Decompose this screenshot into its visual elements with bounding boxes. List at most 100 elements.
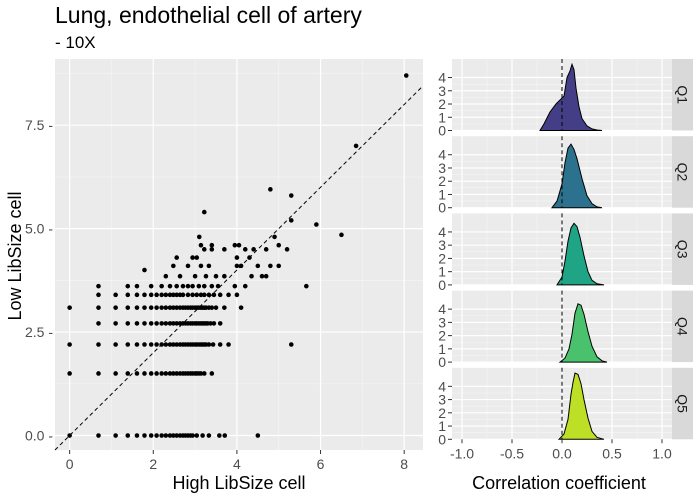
scatter-point [209,371,215,376]
scatter-point [113,292,118,298]
ridge-y-tick-label: 2 [438,405,446,421]
facet-strip-label: Q4 [675,317,691,336]
scatter-point [174,371,179,376]
scatter-point [159,292,164,298]
scatter-point [148,371,154,376]
scatter-point [185,292,191,298]
facet-strip-label: Q2 [675,163,691,182]
scatter-point [163,273,169,279]
facet-strip-q4 [672,290,693,363]
scatter-point [159,371,164,376]
scatter-point [209,305,215,310]
ridge-y-tick-label: 3 [438,83,446,99]
ridge-y-tick-label: 3 [438,314,446,330]
scatter-plot-background [55,59,423,450]
scatter-point [210,342,216,347]
scatter-point [142,305,147,310]
ridge-y-tick-label: 0 [438,431,446,447]
scatter-point [206,342,212,347]
scatter-point [171,305,176,310]
scatter-point [96,342,101,347]
scatter-y-tick-label: 5.0 - [25,221,53,237]
ridge-y-tick-label: 0 [438,277,446,293]
scatter-point [142,321,147,326]
facet-strip-label: Q3 [675,240,691,259]
scatter-point [163,305,169,310]
scatter-point [96,321,101,326]
scatter-point [113,321,118,326]
scatter-point [67,371,72,376]
scatter-point [171,263,176,269]
scatter-point [263,247,269,252]
scatter-point [209,242,215,248]
scatter-point [206,263,212,269]
scatter-point [113,371,118,376]
scatter-point [134,305,140,310]
identity-reference-line [54,85,424,451]
density-area-q1 [539,62,603,131]
scatter-point [125,283,131,289]
scatter-point [242,247,248,252]
scatter-point [167,305,173,310]
scatter-x-tick-label: 2 [149,456,157,472]
scatter-point [134,321,140,326]
scatter-x-tick-label: 0 [66,456,74,472]
ridge-y-tick-label: 0 [438,354,446,370]
scatter-point [190,433,195,438]
scatter-point [226,292,231,298]
ridge-y-tick-label: 4 [438,301,446,317]
scatter-point [339,232,344,238]
scatter-x-axis-title: High LibSize cell [172,473,305,493]
scatter-point [167,292,173,298]
scatter-point [154,342,159,347]
scatter-point [211,321,217,326]
scatter-point [180,292,186,298]
scatter-point [196,234,202,240]
scatter-point [167,321,173,326]
scatter-point [247,255,252,260]
ridge-x-tick-label: -1.0 [450,445,474,461]
scatter-point [206,433,212,438]
scatter-point [314,222,319,227]
scatter-point [154,292,159,298]
scatter-point [96,292,101,298]
scatter-point [159,433,164,438]
scatter-point [174,342,179,347]
scatter-point [142,433,147,438]
scatter-point [249,273,254,279]
ridge-panel: 01234Q101234Q201234Q301234Q401234Q5-1.0-… [438,59,693,461]
ridge-y-tick-label: 4 [438,378,446,394]
facet-strip-q5 [672,367,693,440]
scatter-point [167,433,173,438]
facet-strip-label: Q5 [675,394,691,413]
scatter-point [148,283,154,289]
scatter-point [238,305,244,310]
scatter-point [217,433,222,438]
scatter-point [304,283,309,289]
scatter-point [276,263,282,269]
scatter-point [113,305,118,310]
ridge-y-tick-label: 1 [438,264,446,280]
scatter-point [142,267,147,273]
ridge-y-tick-label: 1 [438,186,446,202]
scatter-point [263,273,269,279]
scatter-point [125,292,131,298]
ridge-y-tick-label: 1 [438,418,446,434]
scatter-point [190,283,195,289]
scatter-point [268,187,273,192]
scatter-point [148,342,154,347]
scatter-point [134,342,140,347]
scatter-point [206,292,212,298]
scatter-point [125,321,131,326]
scatter-x-tick-label: 8 [400,456,408,472]
scatter-point [67,342,72,347]
scatter-point [96,283,101,289]
scatter-point [96,433,101,438]
scatter-point [192,273,198,279]
scatter-point [217,321,223,326]
ridge-y-tick-label: 4 [438,70,446,86]
ridge-y-tick-label: 3 [438,237,446,253]
scatter-point [284,247,290,252]
ridge-y-tick-label: 0 [438,200,446,216]
scatter-point [159,283,164,289]
